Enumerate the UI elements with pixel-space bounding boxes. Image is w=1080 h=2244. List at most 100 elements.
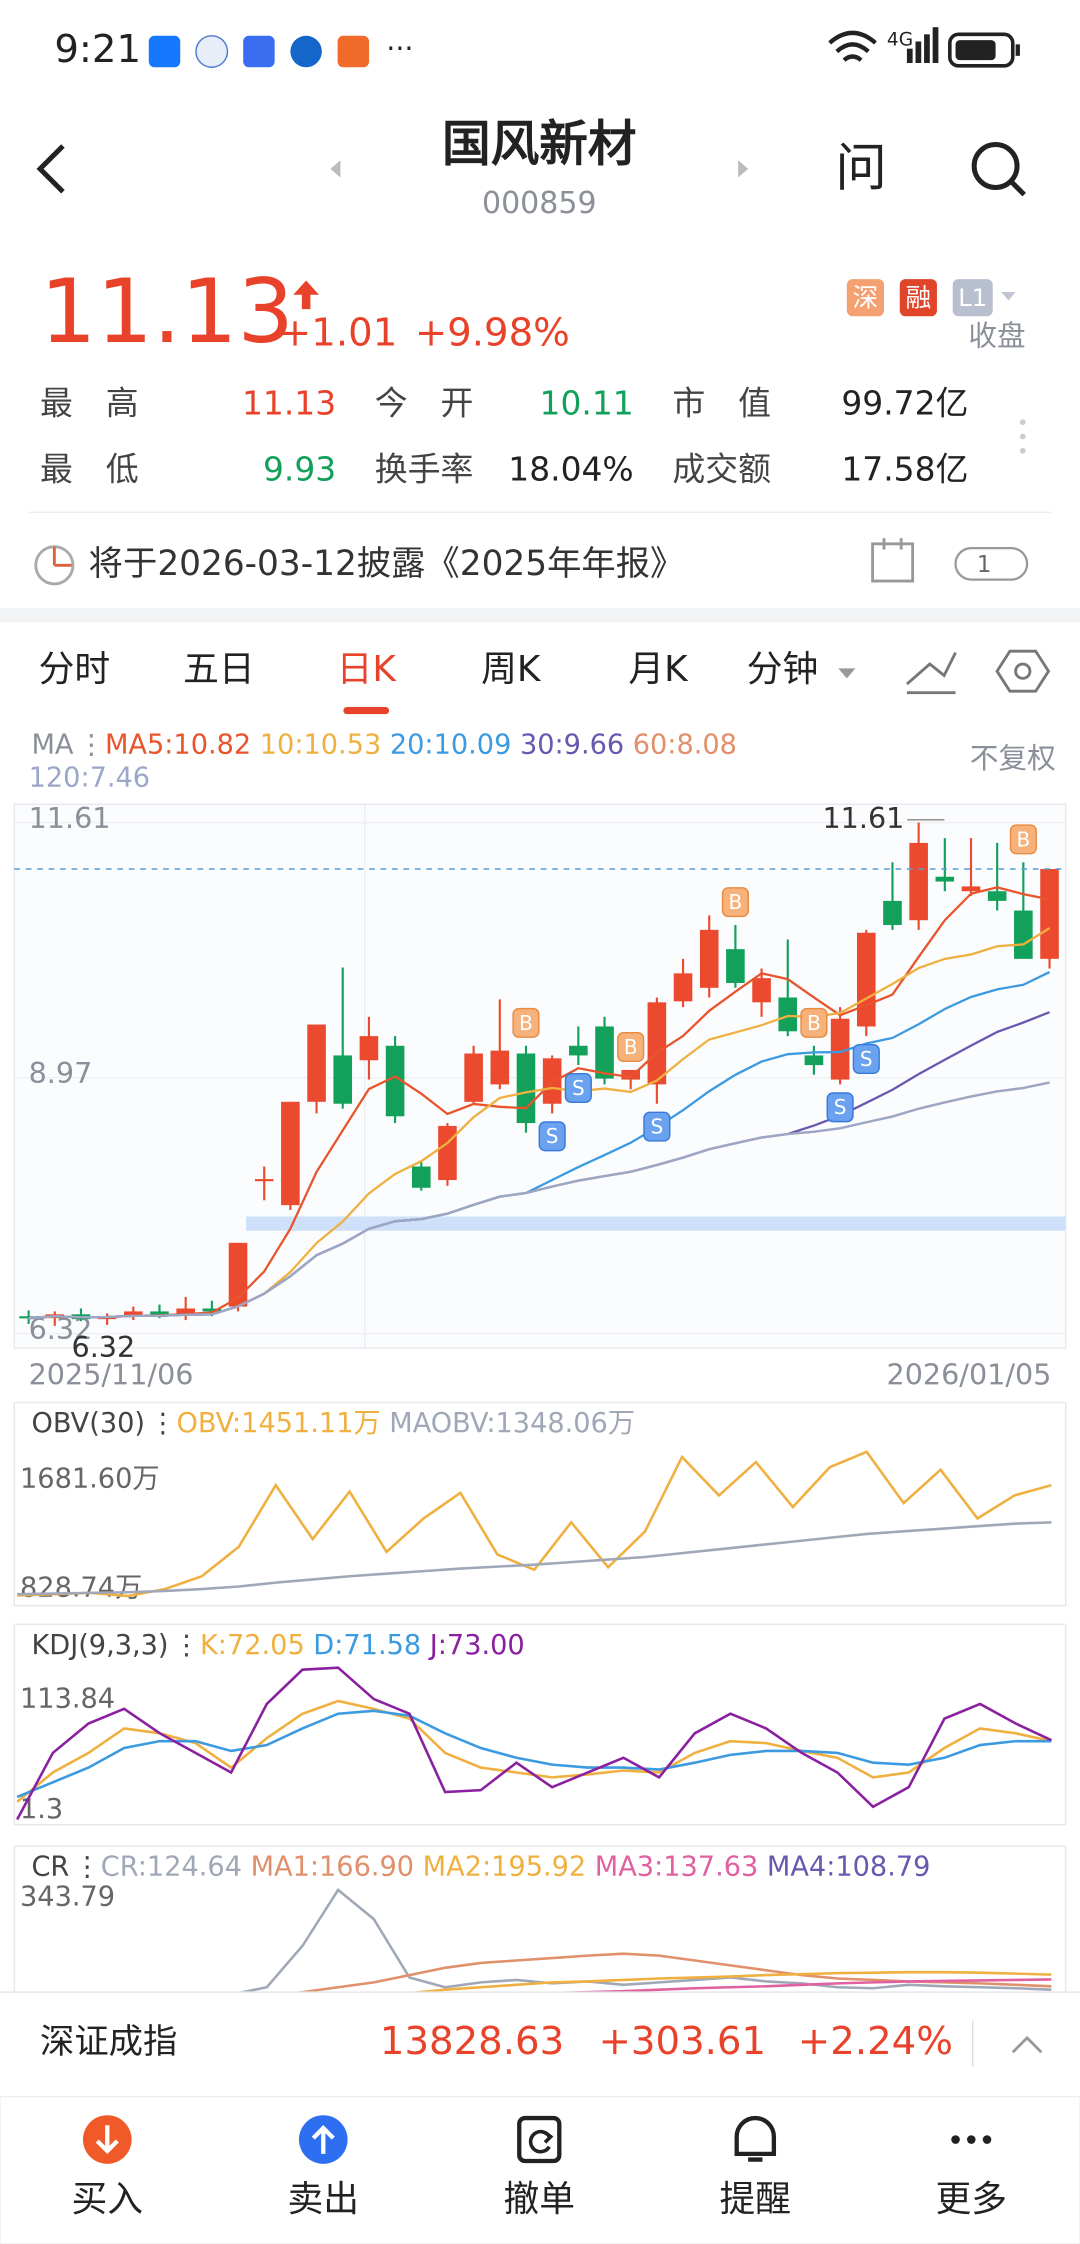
ma-legend: MA ⋮MA5:10.82 10:10.53 20:10.09 30:9.66 60:8.… (31, 729, 736, 760)
price: 11.13 (40, 260, 294, 363)
search-button[interactable] (971, 142, 1026, 197)
stat-label: 市 值 (672, 384, 771, 423)
tab[interactable]: 月K (628, 649, 689, 690)
tab-active[interactable]: 日K (337, 649, 398, 690)
stat-value: 10.11 (540, 384, 634, 423)
calendar-icon[interactable] (871, 538, 915, 583)
candle-body (1014, 910, 1033, 959)
indicator-line (544, 1978, 1052, 1993)
back-button[interactable] (36, 144, 65, 194)
indicator-lines (16, 1666, 1052, 1821)
legend-entry: J:73.00 (428, 1629, 525, 1660)
candle-body (385, 1045, 405, 1117)
change: +1.01 (279, 310, 397, 355)
nav-item[interactable]: 更多 (936, 2179, 1007, 2220)
indicator-legend: CR ⋮CR:124.64 MA1:166.90 MA2:195.92 MA3:137.… (31, 1851, 930, 1882)
prev-stock[interactable] (330, 160, 341, 178)
candle-body (464, 1053, 483, 1102)
candle-body (176, 1308, 195, 1316)
date-label: 2026/01/05 (887, 1358, 1052, 1392)
candle-body (595, 1026, 614, 1079)
badge-bg (899, 279, 937, 317)
stat-value: 11.13 (242, 384, 336, 423)
indicator-line (16, 1666, 1052, 1821)
index-bar[interactable] (0, 1992, 1080, 2097)
stock-code: 000859 (482, 186, 597, 221)
change-pct: +9.98% (415, 310, 570, 355)
tab-dropdown[interactable] (838, 668, 856, 679)
notice-icon (34, 545, 75, 586)
indicator-line (292, 1952, 1052, 1993)
notice-badge-bg[interactable] (954, 546, 1029, 581)
legend-entry: 10:10.53 (260, 729, 382, 760)
signal: B (519, 1011, 533, 1035)
ask-button[interactable]: 问 (835, 139, 887, 199)
tab[interactable]: 周K (481, 649, 542, 690)
candle-body (699, 929, 719, 988)
signal: S (651, 1115, 664, 1139)
signal-bg (512, 1007, 540, 1038)
candle-body (673, 973, 693, 1002)
legend-sep: ⋮ (78, 729, 105, 760)
indicator-legend: OBV(30) ⋮OBV:1451.11万 MAOBV:1348.06万 (31, 1407, 635, 1438)
draw-tool[interactable] (905, 651, 957, 695)
candle-body (359, 1036, 379, 1061)
signal-bg (800, 1007, 828, 1038)
settings[interactable] (995, 649, 1051, 693)
candle-body (490, 1050, 510, 1085)
candle-body (961, 886, 981, 892)
stat-label: 换手率 (375, 449, 474, 488)
more-dots[interactable] (1019, 419, 1026, 454)
candle-body (987, 891, 1007, 901)
legend-entry: CR:124.64 (101, 1851, 242, 1882)
badge-dropdown[interactable] (1001, 291, 1016, 301)
signal: B (729, 890, 743, 914)
separator (0, 608, 1080, 623)
legend-entry: MA2:195.92 (423, 1851, 587, 1882)
restore-toggle[interactable]: 不复权 (970, 741, 1056, 775)
indicator-line (17, 1521, 1052, 1596)
signal: B (807, 1011, 821, 1035)
nav-item[interactable]: 撤单 (504, 2179, 575, 2220)
candle-body (307, 1024, 326, 1102)
legend-sep: ⋮ (149, 1407, 176, 1438)
tab[interactable]: 分钟 (747, 649, 818, 690)
signal-bg (643, 1111, 671, 1142)
candle-body (516, 1053, 536, 1124)
nav-item[interactable]: 提醒 (720, 2179, 791, 2220)
legend-title: KDJ(9,3,3) (31, 1629, 168, 1660)
legend-entry: MA1:166.90 (251, 1851, 415, 1882)
signal: S (546, 1124, 559, 1148)
nav-item[interactable]: 买入 (72, 2179, 143, 2220)
ma-legend: 120:7.46 (29, 762, 151, 793)
indicator-legend: KDJ(9,3,3) ⋮K:72.05 D:71.58 J:73.00 (31, 1629, 524, 1660)
notice[interactable]: 将于2026-03-12披露《2025年年报》 (89, 544, 685, 584)
index-name: 深证成指 (40, 2022, 177, 2062)
network: 4G (887, 30, 913, 51)
y-tick-label: 828.74万 (20, 1573, 142, 1604)
stock-name: 国风新材 (442, 116, 636, 172)
kline-frame (13, 803, 1067, 1349)
legend-entry: D:71.58 (313, 1629, 421, 1660)
stat-label: 最 高 (40, 384, 139, 423)
index-change: +303.61 (599, 2019, 766, 2064)
signal-bg (852, 1043, 880, 1075)
signal-bg (826, 1092, 854, 1123)
legend-sep: ⋮ (173, 1629, 200, 1660)
legend-entry: MA4:108.79 (767, 1851, 931, 1882)
candle-body (411, 1166, 431, 1188)
legend-entry: MA3:137.63 (595, 1851, 759, 1882)
badge: 深 (853, 284, 879, 314)
nav-item[interactable]: 卖出 (288, 2179, 359, 2220)
candle-body (856, 932, 876, 1027)
next-stock[interactable] (738, 160, 749, 178)
tab[interactable]: 分时 (39, 649, 110, 690)
legend-entry: 60:8.08 (633, 729, 737, 760)
badge: 融 (905, 284, 931, 314)
y-tick-label: 8.97 (29, 1056, 93, 1090)
candle-body (333, 1055, 353, 1104)
expand[interactable] (1011, 2035, 1043, 2054)
candle-body (909, 842, 928, 921)
tab[interactable]: 五日 (183, 649, 254, 690)
